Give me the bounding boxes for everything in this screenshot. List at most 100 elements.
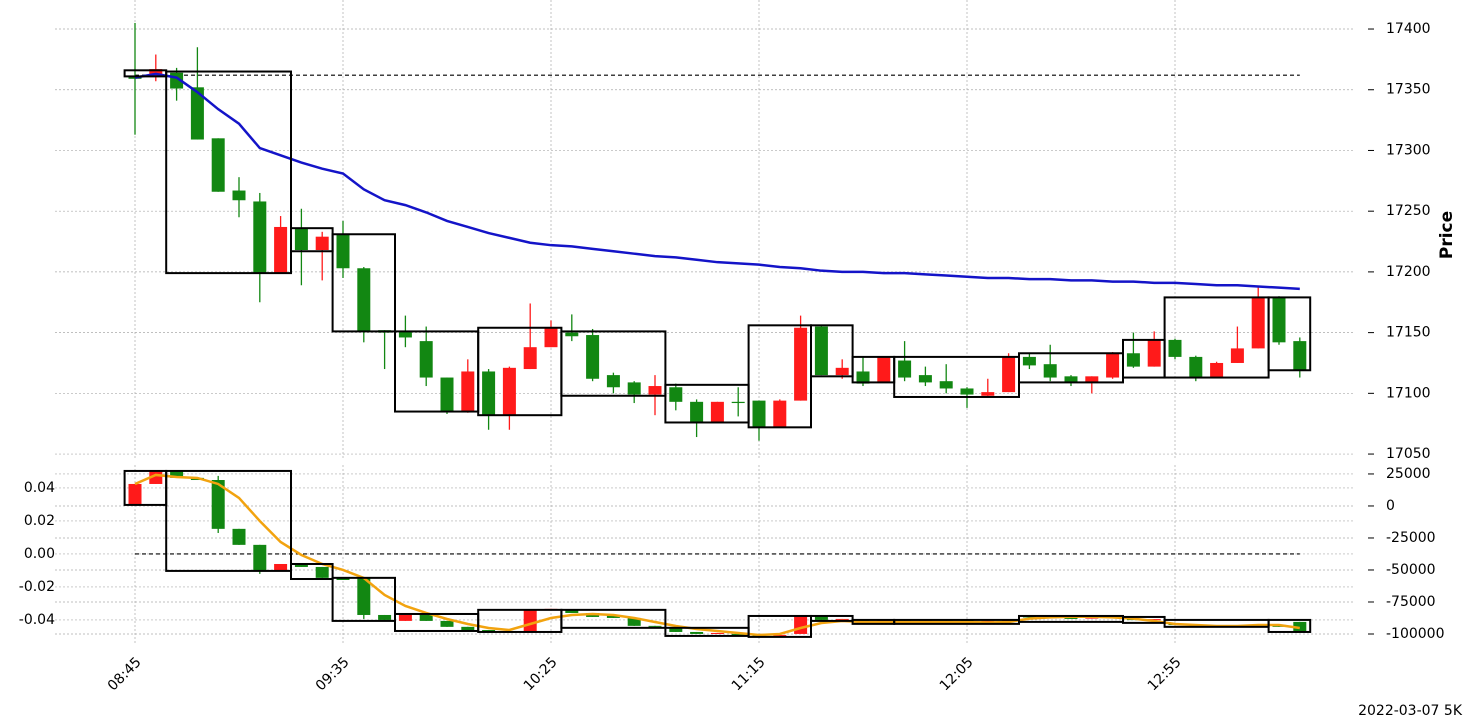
- candle-body: [773, 634, 787, 636]
- range-box: [165, 70, 292, 275]
- y-tick-label: 0.04: [24, 480, 55, 496]
- y-tick-label: 17300: [1386, 142, 1431, 158]
- candle-body: [669, 627, 683, 632]
- candle-body: [960, 388, 974, 395]
- candle-body: [1106, 353, 1120, 378]
- line-series: [134, 72, 1300, 291]
- x-tick-label: 09:35: [313, 654, 353, 694]
- candle-body: [898, 360, 912, 378]
- candle-body: [918, 375, 932, 383]
- candle-body: [170, 470, 184, 478]
- candle-body: [565, 332, 579, 337]
- candle-body: [461, 626, 475, 630]
- candle-body: [1064, 617, 1078, 619]
- candle-body: [253, 201, 267, 274]
- candle-body: [315, 566, 329, 578]
- candle-body: [939, 381, 953, 389]
- candle-body: [1293, 341, 1307, 371]
- candle-body: [190, 87, 204, 140]
- candle-body: [1251, 297, 1265, 349]
- candle-body: [502, 367, 516, 416]
- range-box: [331, 576, 397, 622]
- x-tick-label: 12:55: [1145, 654, 1185, 694]
- candle-body: [336, 234, 350, 269]
- candle-body: [981, 392, 995, 396]
- candle-body: [211, 138, 225, 192]
- candle-body: [294, 228, 308, 251]
- candle-body: [648, 386, 662, 395]
- candle-body: [648, 625, 662, 627]
- candle-body: [565, 609, 579, 613]
- candle-body: [1168, 339, 1182, 357]
- candle-body: [1126, 353, 1140, 367]
- range-box: [331, 233, 397, 333]
- y-tick-label: 25000: [1386, 466, 1431, 482]
- y-tick-label: -75000: [1386, 594, 1436, 610]
- y-tick-label: 17250: [1386, 203, 1431, 219]
- y-tick-label: -50000: [1386, 562, 1436, 578]
- candle-body: [523, 347, 537, 370]
- y-tick-label: 0.02: [24, 513, 55, 529]
- y-tick-label: 17050: [1386, 446, 1431, 462]
- candle-body: [357, 577, 371, 615]
- y-tick-label: 0: [1386, 498, 1395, 514]
- candle-body: [1189, 356, 1203, 378]
- candle-body: [835, 618, 849, 620]
- y-tick-label: 17200: [1386, 264, 1431, 280]
- y-axis-label: Price: [1437, 211, 1457, 259]
- candle-body: [357, 268, 371, 332]
- candle-body: [440, 377, 454, 412]
- candle-body: [294, 563, 308, 567]
- candle-body: [690, 401, 704, 423]
- range-box: [810, 324, 854, 378]
- y-tick-label: -100000: [1386, 626, 1445, 642]
- range-box: [560, 608, 667, 629]
- candle-body: [398, 331, 412, 338]
- candle-body: [274, 563, 288, 571]
- range-box: [810, 614, 854, 622]
- candle-body: [398, 614, 412, 621]
- candle-body: [1085, 376, 1099, 383]
- y-tick-label: 17100: [1386, 385, 1431, 401]
- y-tick-label: 17150: [1386, 325, 1431, 341]
- candle-body: [232, 190, 246, 201]
- candle-body: [627, 617, 641, 626]
- candle-body: [253, 544, 267, 571]
- candle-body: [856, 371, 870, 384]
- candle-body: [1064, 376, 1078, 383]
- candle-body: [1230, 348, 1244, 363]
- range-box: [1267, 296, 1312, 372]
- candle-body: [315, 236, 329, 251]
- range-box: [1267, 618, 1312, 633]
- range-box: [290, 562, 334, 581]
- y-tick-label: -0.02: [19, 579, 55, 595]
- y-tick-label: -0.04: [19, 612, 55, 628]
- candle-body: [461, 371, 475, 412]
- candle-body: [586, 335, 600, 379]
- candle-body: [211, 480, 225, 529]
- candle-body: [544, 327, 558, 348]
- candle-body: [752, 400, 766, 428]
- candle-body: [814, 615, 828, 620]
- candle-body: [710, 632, 724, 634]
- candle-body: [1272, 297, 1286, 343]
- candle-body: [669, 387, 683, 402]
- y-tick-label: -25000: [1386, 530, 1436, 546]
- candle-body: [232, 528, 246, 545]
- y-tick-label: 0.00: [24, 546, 55, 562]
- x-tick-label: 08:45: [105, 654, 145, 694]
- candle-body: [482, 629, 496, 631]
- candle-body: [128, 483, 142, 505]
- range-box: [747, 614, 812, 638]
- candle-body: [606, 375, 620, 388]
- candle-body: [1085, 617, 1099, 619]
- candle-body: [690, 631, 704, 634]
- range-box: [893, 355, 1021, 398]
- candle-body: [1147, 619, 1161, 621]
- candle-body: [1022, 356, 1036, 366]
- candle-body: [378, 614, 392, 620]
- candle-body: [482, 371, 496, 416]
- candle-body: [773, 400, 787, 428]
- line-series: [134, 473, 1300, 637]
